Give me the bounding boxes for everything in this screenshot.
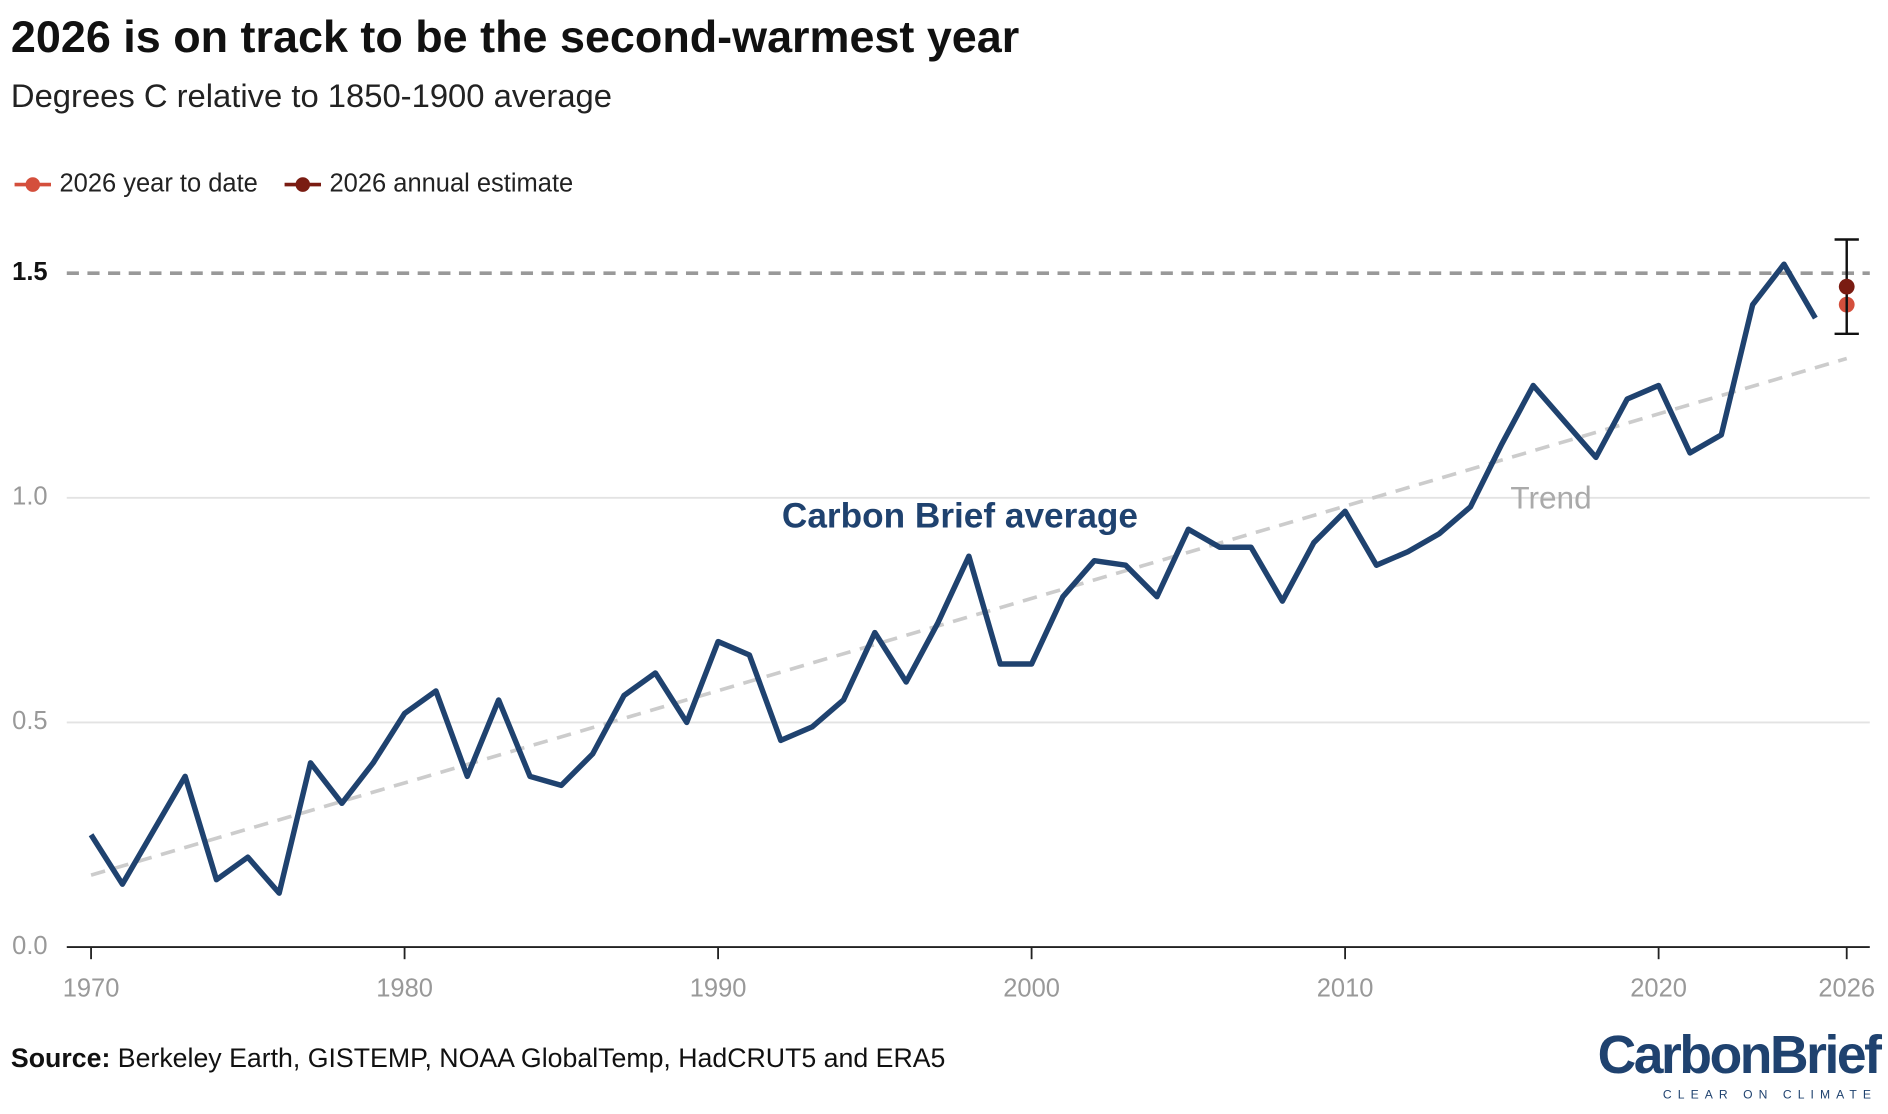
y-tick-label: 1.0 — [12, 483, 47, 511]
chart-subtitle: Degrees C relative to 1850-1900 average — [11, 77, 612, 114]
x-tick-label: 1990 — [690, 974, 747, 1002]
series-label: Trend — [1510, 480, 1591, 516]
legend-swatch — [295, 177, 311, 192]
logo: CarbonBrief — [1598, 1026, 1883, 1085]
x-tick-label: 2010 — [1317, 974, 1374, 1002]
series-label: Carbon Brief average — [782, 497, 1138, 536]
x-tick-label: 2000 — [1003, 974, 1060, 1002]
legend-label: 2026 annual estimate — [330, 169, 574, 197]
legend-label: 2026 year to date — [59, 169, 257, 197]
x-tick-label: 2020 — [1630, 974, 1687, 1002]
y-tick-label: 1.5 — [12, 258, 47, 286]
chart-title: 2026 is on track to be the second-warmes… — [11, 11, 1019, 62]
source-text: Berkeley Earth, GISTEMP, NOAA GlobalTemp… — [118, 1043, 946, 1073]
line-series — [88, 261, 1818, 896]
logo-tagline: CLEAR ON CLIMATE — [1663, 1087, 1877, 1101]
y-tick-label: 0.5 — [12, 707, 47, 735]
source-label: Source: — [11, 1043, 110, 1073]
x-tick-label: 1980 — [376, 974, 433, 1002]
y-tick-label: 0.0 — [12, 932, 47, 960]
x-tick-label: 2026 — [1818, 974, 1875, 1002]
legend-swatch — [25, 177, 41, 192]
x-tick-label: 1970 — [63, 974, 120, 1002]
line-series — [90, 356, 1848, 877]
point — [1838, 278, 1855, 295]
source: Source: Berkeley Earth, GISTEMP, NOAA Gl… — [11, 1043, 945, 1073]
